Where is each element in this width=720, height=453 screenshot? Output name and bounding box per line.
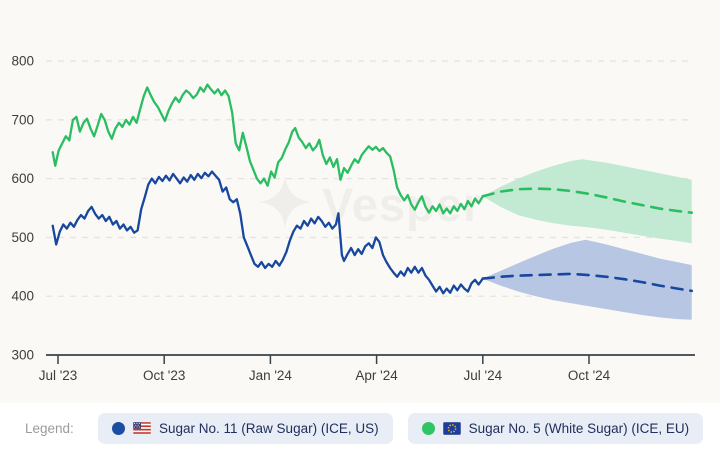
us-flag-icon <box>133 422 151 434</box>
x-tick-label: Jan '24 <box>249 368 293 383</box>
svg-text:Vesper: Vesper <box>322 178 482 231</box>
y-tick-label: 600 <box>11 171 34 186</box>
eu-flag-icon <box>442 421 461 435</box>
blue-series-dot-icon <box>112 421 125 435</box>
series-white-sugar-eu <box>51 83 484 215</box>
series-raw-sugar-us <box>51 170 484 295</box>
y-tick-label: 800 <box>11 54 34 69</box>
legend-item-label: Sugar No. 5 (White Sugar) (ICE, EU) <box>468 420 690 436</box>
green-series-dot-icon <box>421 421 435 435</box>
legend-item-raw-sugar-us[interactable]: Sugar No. 11 (Raw Sugar) (ICE, US) <box>98 412 393 444</box>
series-raw-sugar-us-forecast <box>481 272 694 293</box>
legend-item-label: Sugar No. 11 (Raw Sugar) (ICE, US) <box>159 420 379 436</box>
x-tick-label: Apr '24 <box>355 368 398 383</box>
x-tick-label: Oct '23 <box>143 368 185 383</box>
raw-sugar-us-forecast-band <box>482 239 692 320</box>
y-tick-label: 500 <box>11 230 34 245</box>
vesper-watermark: Vesper <box>259 176 482 231</box>
legend-label: Legend: <box>25 420 74 436</box>
y-tick-label: 700 <box>11 112 34 127</box>
y-tick-label: 400 <box>11 289 34 304</box>
chart-plot-area: Vesper Jul '23 Oct '23 Jan '24 Apr '24 Jul '2… <box>0 0 720 403</box>
x-tick-label: Jul '23 <box>39 368 78 383</box>
x-axis: Jul '23 Oct '23 Jan '24 Apr '24 Jul '24 Oct '… <box>39 354 695 383</box>
x-tick-label: Oct '24 <box>568 368 611 383</box>
series-white-sugar-eu-forecast <box>481 187 694 214</box>
legend-item-white-sugar-eu[interactable]: Sugar No. 5 (White Sugar) (ICE, EU) <box>407 412 704 444</box>
legend-bar: Legend: Sugar No. 11 (Raw Sugar) <box>0 403 720 453</box>
x-tick-label: Jul '24 <box>463 368 502 383</box>
y-axis: 300 400 500 600 700 800 <box>11 54 34 363</box>
y-tick-label: 300 <box>11 348 34 363</box>
white-sugar-eu-forecast-band <box>482 159 692 244</box>
